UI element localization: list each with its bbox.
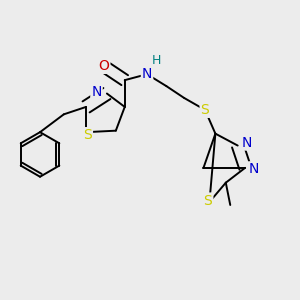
Text: N: N — [91, 85, 102, 99]
Text: O: O — [98, 59, 110, 73]
Text: S: S — [201, 103, 209, 117]
Text: N: N — [242, 136, 252, 150]
Text: S: S — [83, 128, 92, 142]
Text: N: N — [142, 67, 152, 81]
Text: N: N — [249, 162, 259, 176]
Text: H: H — [151, 54, 160, 67]
Text: S: S — [204, 194, 212, 208]
